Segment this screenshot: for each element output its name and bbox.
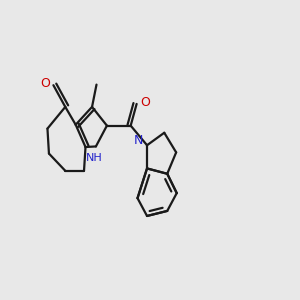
Text: O: O (140, 96, 150, 109)
Text: O: O (40, 77, 50, 90)
Text: NH: NH (86, 153, 103, 163)
Text: N: N (134, 134, 143, 147)
